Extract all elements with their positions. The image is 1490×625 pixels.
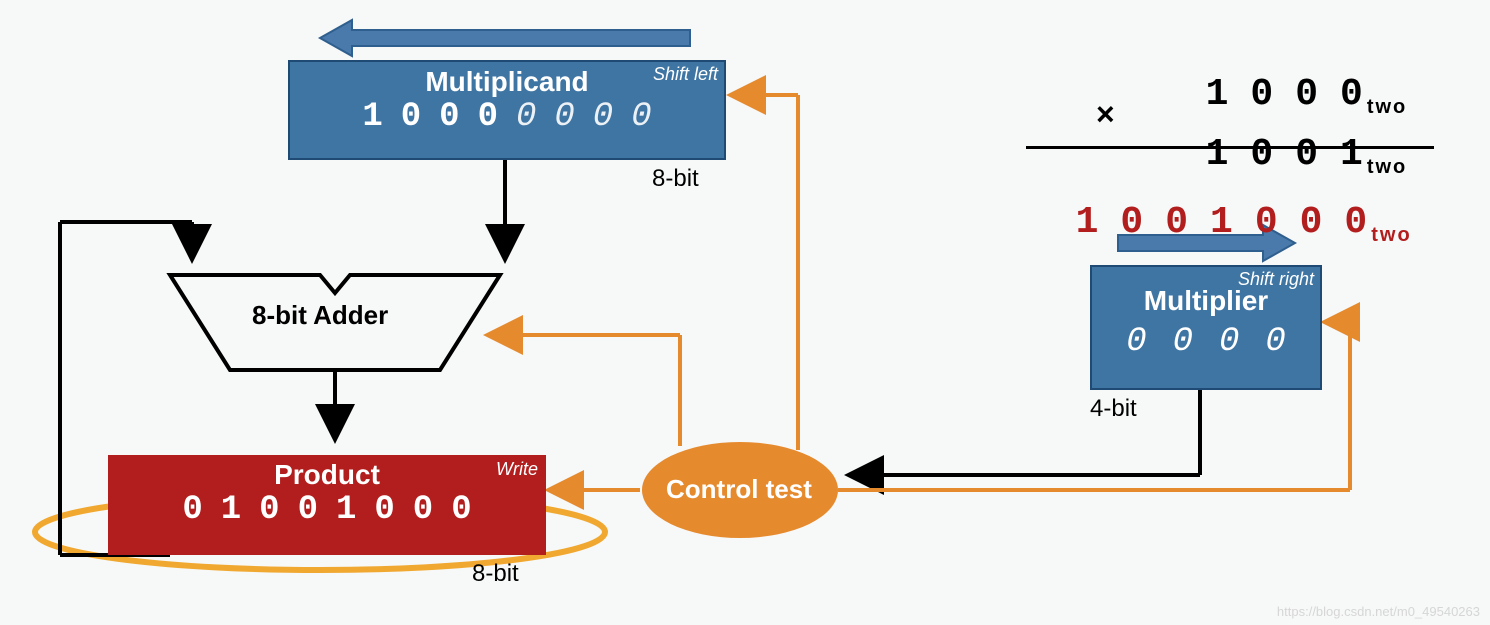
shift-left-label: Shift left bbox=[653, 64, 718, 85]
multiplier-bits: 0000 bbox=[1092, 317, 1320, 361]
product-bits: 01001000 bbox=[108, 491, 546, 529]
multiplicand-box: Shift left Multiplicand 10000000 bbox=[288, 60, 726, 160]
write-label: Write bbox=[496, 459, 538, 480]
multiplicand-bit-label: 8-bit bbox=[652, 165, 699, 193]
multiplier-bit-label: 4-bit bbox=[1090, 395, 1137, 423]
math-rule bbox=[1026, 146, 1434, 149]
multiplicand-bits: 10000000 bbox=[290, 98, 724, 136]
control-label: Control test bbox=[666, 474, 812, 505]
shift-left-arrow bbox=[320, 20, 690, 56]
times-symbol: × bbox=[1096, 96, 1115, 133]
watermark: https://blog.csdn.net/m0_49540263 bbox=[1277, 604, 1480, 619]
shift-right-label: Shift right bbox=[1238, 269, 1314, 290]
math-product: 1001000two bbox=[1030, 158, 1412, 247]
multiplier-box: Shift right Multiplier 0000 bbox=[1090, 265, 1322, 390]
product-title: Product bbox=[108, 455, 546, 491]
product-box: Write Product 01001000 bbox=[108, 455, 546, 555]
product-bit-label: 8-bit bbox=[472, 560, 519, 588]
adder-label: 8-bit Adder bbox=[252, 300, 388, 331]
